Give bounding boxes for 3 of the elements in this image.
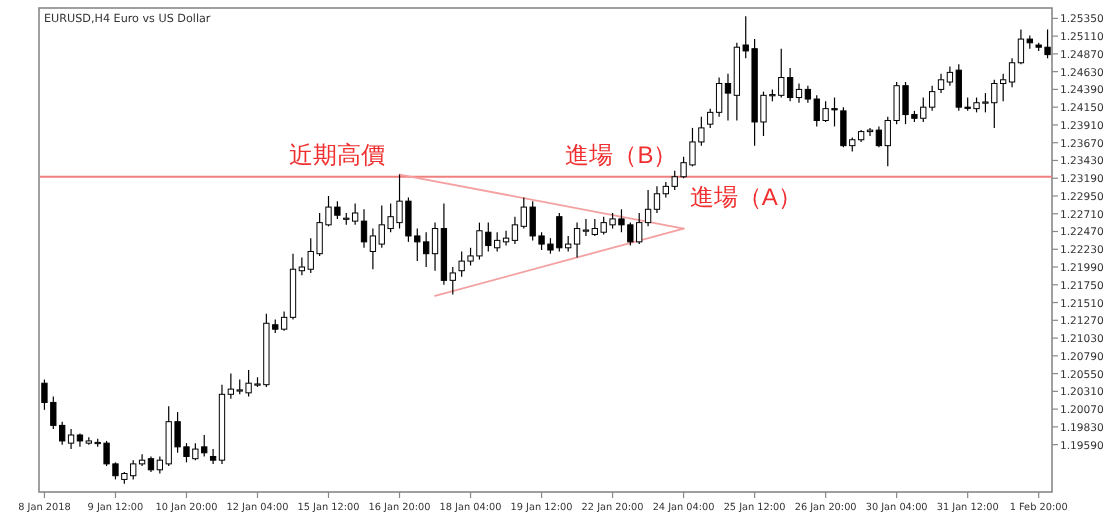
annotation: 進場（B）: [565, 140, 678, 169]
annotation: 進場（A）: [689, 182, 802, 211]
annotation: 近期高價: [289, 140, 386, 169]
